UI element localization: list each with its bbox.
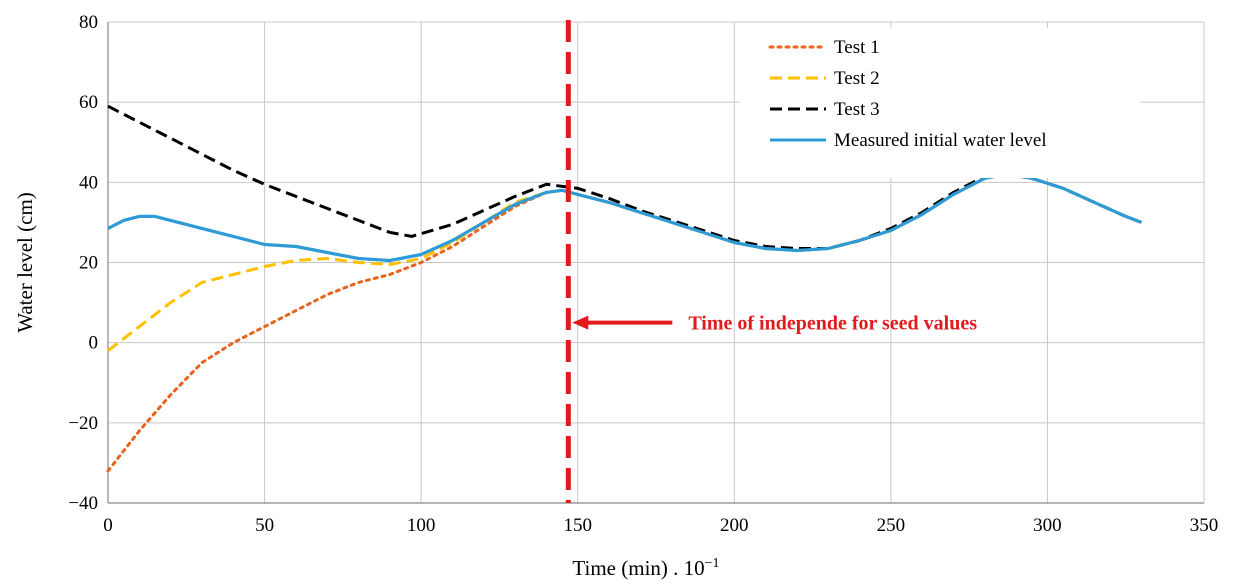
legend: Test 1 Test 2 Test 3 Measured initial water… <box>740 28 1140 178</box>
series-line-4 <box>107 172 1142 263</box>
y-tick-label: 20 <box>79 253 98 274</box>
legend-label-2: Test 2 <box>834 68 880 89</box>
y-tick-label: 40 <box>79 172 98 193</box>
annotation-text: Time of independe for seed values <box>688 313 977 335</box>
y-tick-label: 80 <box>79 12 98 33</box>
x-tick-label: 100 <box>407 515 436 536</box>
x-axis-title: Time (min) . 10−1 <box>572 556 719 580</box>
x-tick-label: 150 <box>563 515 592 536</box>
legend-label-1: Test 1 <box>834 37 880 58</box>
x-tick-label: 350 <box>1190 515 1219 536</box>
x-tick-label: 0 <box>103 515 113 536</box>
x-tick-label: 50 <box>255 515 274 536</box>
y-tick-label: −40 <box>68 493 98 514</box>
y-axis-title: Water level (cm) <box>13 192 37 333</box>
y-tick-label: 0 <box>89 333 99 354</box>
x-axis-title-main: Time (min) . 10 <box>572 556 704 580</box>
legend-background <box>740 28 1140 178</box>
legend-label-4: Measured initial water level <box>834 130 1047 151</box>
legend-label-3: Test 3 <box>834 99 880 120</box>
x-tick-label: 300 <box>1033 515 1062 536</box>
y-tick-label: 60 <box>79 92 98 113</box>
axes <box>107 22 1204 504</box>
x-axis-title-exponent: −1 <box>705 556 720 571</box>
x-tick-label: 250 <box>877 515 906 536</box>
annotation: Time of independe for seed values <box>572 313 977 335</box>
y-tick-label: −20 <box>68 413 98 434</box>
x-tick-label: 200 <box>720 515 749 536</box>
annotation-arrow-head <box>572 315 589 330</box>
